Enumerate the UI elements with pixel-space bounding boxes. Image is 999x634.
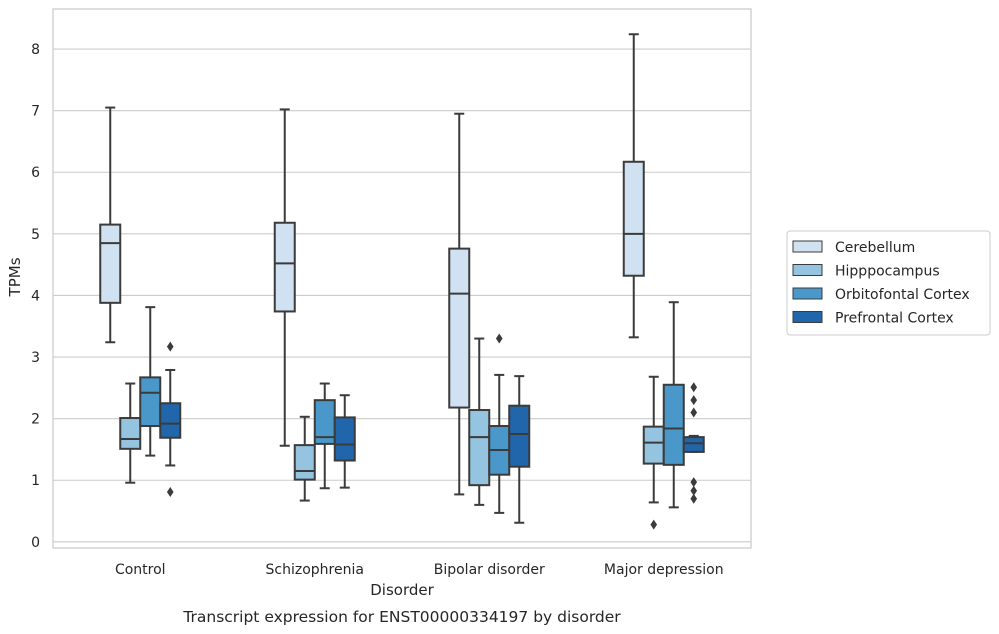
box-body <box>508 404 531 468</box>
x-tick-label: Bipolar disorder <box>434 562 545 578</box>
outlier-point <box>690 382 698 393</box>
series-orbitofontal-cortex <box>139 301 685 514</box>
box <box>293 415 316 502</box>
legend-item: Orbitofontal Cortex <box>792 287 970 303</box>
series-cerebellum <box>99 33 645 496</box>
box-body <box>448 247 471 409</box>
box <box>662 301 685 509</box>
legend-label: Cerebellum <box>835 240 915 256</box>
y-tick-labels: 0 1 2 3 4 5 6 7 8 <box>31 42 40 551</box>
box-body <box>119 417 142 450</box>
box-body <box>622 160 645 277</box>
legend-swatch <box>792 311 823 323</box>
outlier-point <box>166 486 174 497</box>
legend-label: Hipppocampus <box>835 264 940 280</box>
box <box>642 375 665 530</box>
legend: Cerebellum Hipppocampus Orbitofontal Corte… <box>786 230 991 336</box>
outlier-point <box>690 477 698 488</box>
legend-item: Cerebellum <box>792 240 915 256</box>
outlier-point <box>495 333 503 344</box>
box-body <box>642 425 665 465</box>
legend-item: Hipppocampus <box>792 264 940 280</box>
box-series <box>99 33 705 530</box>
box <box>333 394 356 489</box>
box <box>508 375 531 524</box>
box <box>139 306 162 457</box>
outlier-point <box>690 395 698 406</box>
box-body <box>273 221 296 313</box>
series-prefrontal-cortex <box>159 341 705 524</box>
box <box>468 337 491 506</box>
box-body <box>293 444 316 481</box>
outlier-point <box>690 407 698 418</box>
legend-swatch <box>792 264 823 276</box>
legend-swatch <box>792 240 823 253</box>
box-body <box>99 223 122 304</box>
outlier-point <box>166 341 174 352</box>
box <box>119 382 142 484</box>
legend-items: Cerebellum Hipppocampus Orbitofontal Corte… <box>792 240 970 327</box>
box <box>622 33 645 339</box>
x-tick-label: Schizophrenia <box>266 562 364 578</box>
box-body <box>682 436 705 453</box>
y-tick-label: 0 <box>31 535 40 551</box>
box <box>682 382 705 504</box>
legend-swatch <box>792 287 823 300</box>
x-tick-label: Major depression <box>604 562 724 578</box>
box-body <box>662 383 685 466</box>
outlier-point <box>650 519 658 530</box>
box <box>313 382 336 490</box>
series-hipppocampus <box>119 337 665 530</box>
legend-item: Prefrontal Cortex <box>792 311 954 327</box>
box-body <box>333 416 356 462</box>
y-tick-label: 1 <box>31 473 40 489</box>
y-tick-label: 6 <box>31 165 40 181</box>
y-tick-label: 3 <box>31 350 40 366</box>
y-axis-label: TPMs <box>6 257 24 297</box>
chart-caption: Transcript expression for ENST0000033419… <box>182 608 621 626</box>
outlier-point <box>690 485 698 496</box>
box <box>159 341 182 497</box>
plot-area-frame <box>52 8 752 549</box>
box-body <box>159 402 182 439</box>
y-tick-label: 5 <box>31 227 40 243</box>
y-tick-label: 8 <box>31 42 40 58</box>
x-tick-label: Control <box>115 562 166 578</box>
legend-frame <box>786 230 991 336</box>
box <box>99 106 122 344</box>
x-axis-label: Disorder <box>370 581 434 599</box>
legend-label: Prefrontal Cortex <box>835 311 954 327</box>
box <box>273 108 296 447</box>
legend-label: Orbitofontal Cortex <box>835 287 970 303</box>
box-body <box>139 376 162 428</box>
box-body <box>468 409 491 487</box>
y-tick-label: 2 <box>31 412 40 428</box>
y-tick-label: 7 <box>31 104 40 120</box>
x-tick-labels: Control Schizophrenia Bipolar disorder Majo… <box>115 562 724 578</box>
box <box>448 112 471 496</box>
outlier-point <box>690 493 698 504</box>
y-tick-label: 4 <box>31 288 40 304</box>
